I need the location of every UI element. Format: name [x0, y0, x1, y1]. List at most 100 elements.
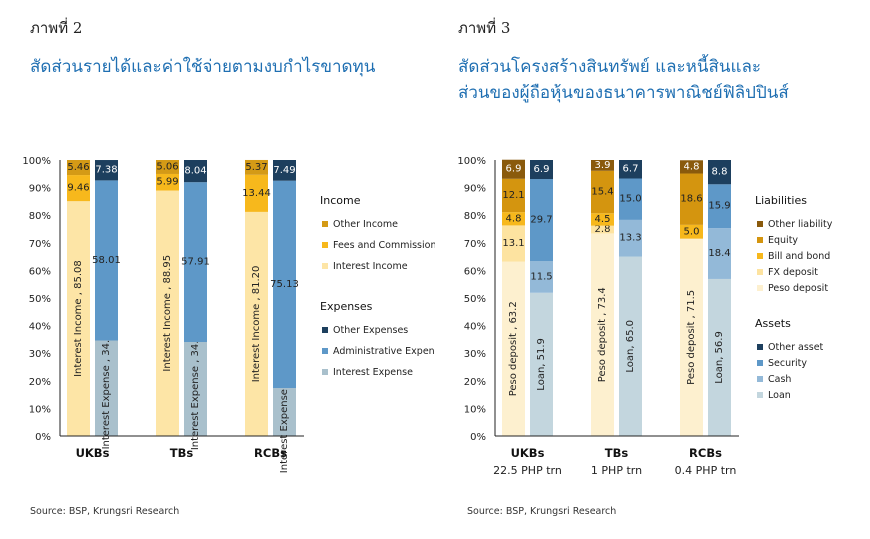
left-bar-expenses-other-expenses-tbs [184, 160, 207, 183]
left-legend-swatch-interest-expense [322, 369, 328, 375]
right-ytick-0: 0% [470, 432, 486, 443]
right-ytick-9: 90% [464, 184, 486, 195]
right-label-liabilities-equity-tbs: 15.4 [591, 187, 613, 198]
right-ytick-2: 20% [464, 377, 486, 388]
left-label-income-interest-income-tbs: Interest Income , 88.95 [162, 255, 173, 372]
right-category-rcbs: RCBs [689, 446, 722, 460]
right-bar-liabilities-peso-deposit-ukbs [502, 261, 525, 436]
right-ytick-3: 30% [464, 349, 486, 360]
left-ytick-6: 60% [29, 266, 51, 277]
left-ytick-4: 40% [29, 322, 51, 333]
left-bar-income-fees-and-commissions-rcbs [245, 174, 268, 212]
right-label-liabilities-equity-ukbs: 12.1 [502, 190, 524, 201]
left-label-income-interest-income-rcbs: Interest Income , 81.20 [251, 266, 262, 383]
right-label-liabilities-peso-deposit-ukbs: Peso deposit , 63.2 [508, 301, 519, 396]
right-legend-swatch-cash [757, 376, 763, 382]
left-ytick-7: 70% [29, 239, 51, 250]
right-bar-liabilities-bill-and-bond-tbs [591, 213, 614, 226]
left-label-expenses-administrative-expenses-tbs: 57.91 [181, 257, 210, 268]
left-bar-expenses-other-expenses-ukbs [95, 160, 118, 181]
right-legend-swatch-equity [757, 237, 763, 243]
left-bar-income-interest-income-ukbs [67, 201, 90, 436]
left-label-income-fees-and-commissions-rcbs: 13.44 [242, 188, 271, 199]
left-legend-swatch-other-income [322, 221, 328, 227]
right-category-ukbs: UKBs [511, 446, 545, 460]
right-legend-swatch-bill-and-bond [757, 253, 763, 259]
left-legend-interest-expense: Interest Expense [333, 367, 413, 378]
right-bar-assets-security-rcbs [708, 184, 731, 229]
left-bar-expenses-interest-expense-rcbs [273, 388, 296, 436]
left-category-ukbs: UKBs [76, 446, 110, 460]
right-bar-liabilities-bill-and-bond-rcbs [680, 224, 703, 239]
right-category-sublabel-rcbs: 0.4 PHP trn [675, 464, 737, 477]
figure-3-label: ภาพที่ 3 [458, 19, 511, 37]
right-category-sublabel-tbs: 1 PHP trn [591, 464, 642, 477]
right-bar-assets-cash-rcbs [708, 228, 731, 279]
right-legend-swatch-other-asset [757, 344, 763, 350]
left-legend-title-expenses: Expenses [320, 300, 373, 313]
left-bar-income-other-income-tbs [156, 160, 179, 174]
left-label-income-fees-and-commissions-tbs: 5.99 [156, 177, 178, 188]
left-legend-swatch-other-expenses [322, 327, 328, 333]
left-bar-expenses-interest-expense-ukbs [95, 340, 118, 436]
right-label-liabilities-equity-rcbs: 18.6 [680, 194, 702, 205]
left-legend-administrative-expenses: Administrative Expenses [333, 346, 435, 357]
left-legend-other-expenses: Other Expenses [333, 325, 408, 336]
left-bar-income-fees-and-commissions-tbs [156, 173, 179, 191]
right-legend-other-liability: Other liability [768, 219, 833, 230]
left-category-rcbs: RCBs [254, 446, 287, 460]
source-note-right: Source: BSP, Krungsri Research [467, 506, 617, 517]
right-ytick-8: 80% [464, 211, 486, 222]
left-bar-income-interest-income-rcbs [245, 211, 268, 436]
right-bar-assets-loan-tbs [619, 256, 642, 436]
asset-liability-chart: 0% 10% 20% 30% 40% 50% 60% 70% 80% 90% 100% Peso de… [457, 156, 833, 477]
right-legend-equity: Equity [768, 235, 798, 246]
right-legend-loan: Loan [768, 390, 791, 401]
right-label-assets-security-rcbs: 15.9 [708, 201, 730, 212]
right-bar-assets-security-tbs [619, 178, 642, 220]
right-label-assets-loan-tbs: Loan, 65.0 [625, 320, 636, 373]
right-label-liabilities-other-liability-ukbs: 6.9 [506, 164, 522, 175]
left-label-expenses-interest-expense-tbs: Interest Expense , 34.05 [190, 328, 201, 450]
right-label-liabilities-peso-deposit-tbs: Peso deposit , 73.4 [597, 287, 608, 382]
left-bar-income-other-income-ukbs [67, 160, 90, 176]
right-ytick-10: 100% [457, 156, 486, 167]
left-bar-income-interest-income-tbs [156, 190, 179, 436]
left-label-expenses-interest-expense-ukbs: Interest Expense , 34.60 [101, 327, 112, 449]
right-bar-assets-cash-tbs [619, 219, 642, 257]
left-label-expenses-other-expenses-ukbs: 7.38 [95, 165, 117, 176]
left-legend-swatch-administrative-expenses [322, 348, 328, 354]
left-legend-interest-income: Interest Income [333, 261, 408, 272]
right-ytick-7: 70% [464, 239, 486, 250]
right-bar-assets-other-asset-rcbs [708, 160, 731, 185]
left-bar-income-other-income-rcbs [245, 159, 268, 175]
left-ytick-1: 10% [29, 404, 51, 415]
left-bar-expenses-other-expenses-rcbs [273, 160, 296, 181]
right-ytick-4: 40% [464, 322, 486, 333]
income-expense-chart: 0% 10% 20% 30% 40% 50% 60% 70% 80% 90% 100% Interes… [22, 156, 435, 473]
figure-2-label: ภาพที่ 2 [30, 19, 83, 37]
right-bar-assets-loan-ukbs [530, 292, 553, 436]
right-bar-liabilities-peso-deposit-rcbs [680, 238, 703, 436]
right-label-assets-security-tbs: 15.0 [619, 194, 641, 205]
right-label-liabilities-fx-deposit-ukbs: 13.1 [502, 238, 524, 249]
right-label-liabilities-other-liability-tbs: 3.9 [595, 160, 611, 171]
right-bar-assets-other-asset-tbs [619, 160, 642, 179]
left-ytick-0: 0% [35, 432, 51, 443]
right-legend-cash: Cash [768, 374, 791, 385]
right-label-liabilities-bill-and-bond-ukbs: 4.8 [506, 213, 522, 224]
left-label-expenses-interest-expense-rcbs: Interest Expense , 17.38 [279, 351, 290, 473]
right-bar-liabilities-other-liability-ukbs [502, 159, 525, 179]
right-label-assets-cash-ukbs: 11.5 [530, 271, 552, 282]
figure-3-title-line-2: ส่วนของผู้ถือหุ้นของธนาคารพาณิชย์ฟิลิปปิ… [458, 83, 789, 103]
right-bar-liabilities-fx-deposit-ukbs [502, 225, 525, 262]
right-bar-assets-loan-rcbs [708, 278, 731, 436]
figure-3-title-line-1: สัดส่วนโครงสร้างสินทรัพย์ และหนี้สินและ [458, 57, 761, 77]
left-legend-other-income: Other Income [333, 219, 398, 230]
right-ytick-1: 10% [464, 404, 486, 415]
right-label-assets-loan-rcbs: Loan, 56.9 [714, 331, 725, 384]
left-label-income-fees-and-commissions-ukbs: 9.46 [67, 183, 89, 194]
right-legend-swatch-fx-deposit [757, 269, 763, 275]
right-bar-liabilities-other-liability-rcbs [680, 160, 703, 174]
left-ytick-2: 20% [29, 377, 51, 388]
